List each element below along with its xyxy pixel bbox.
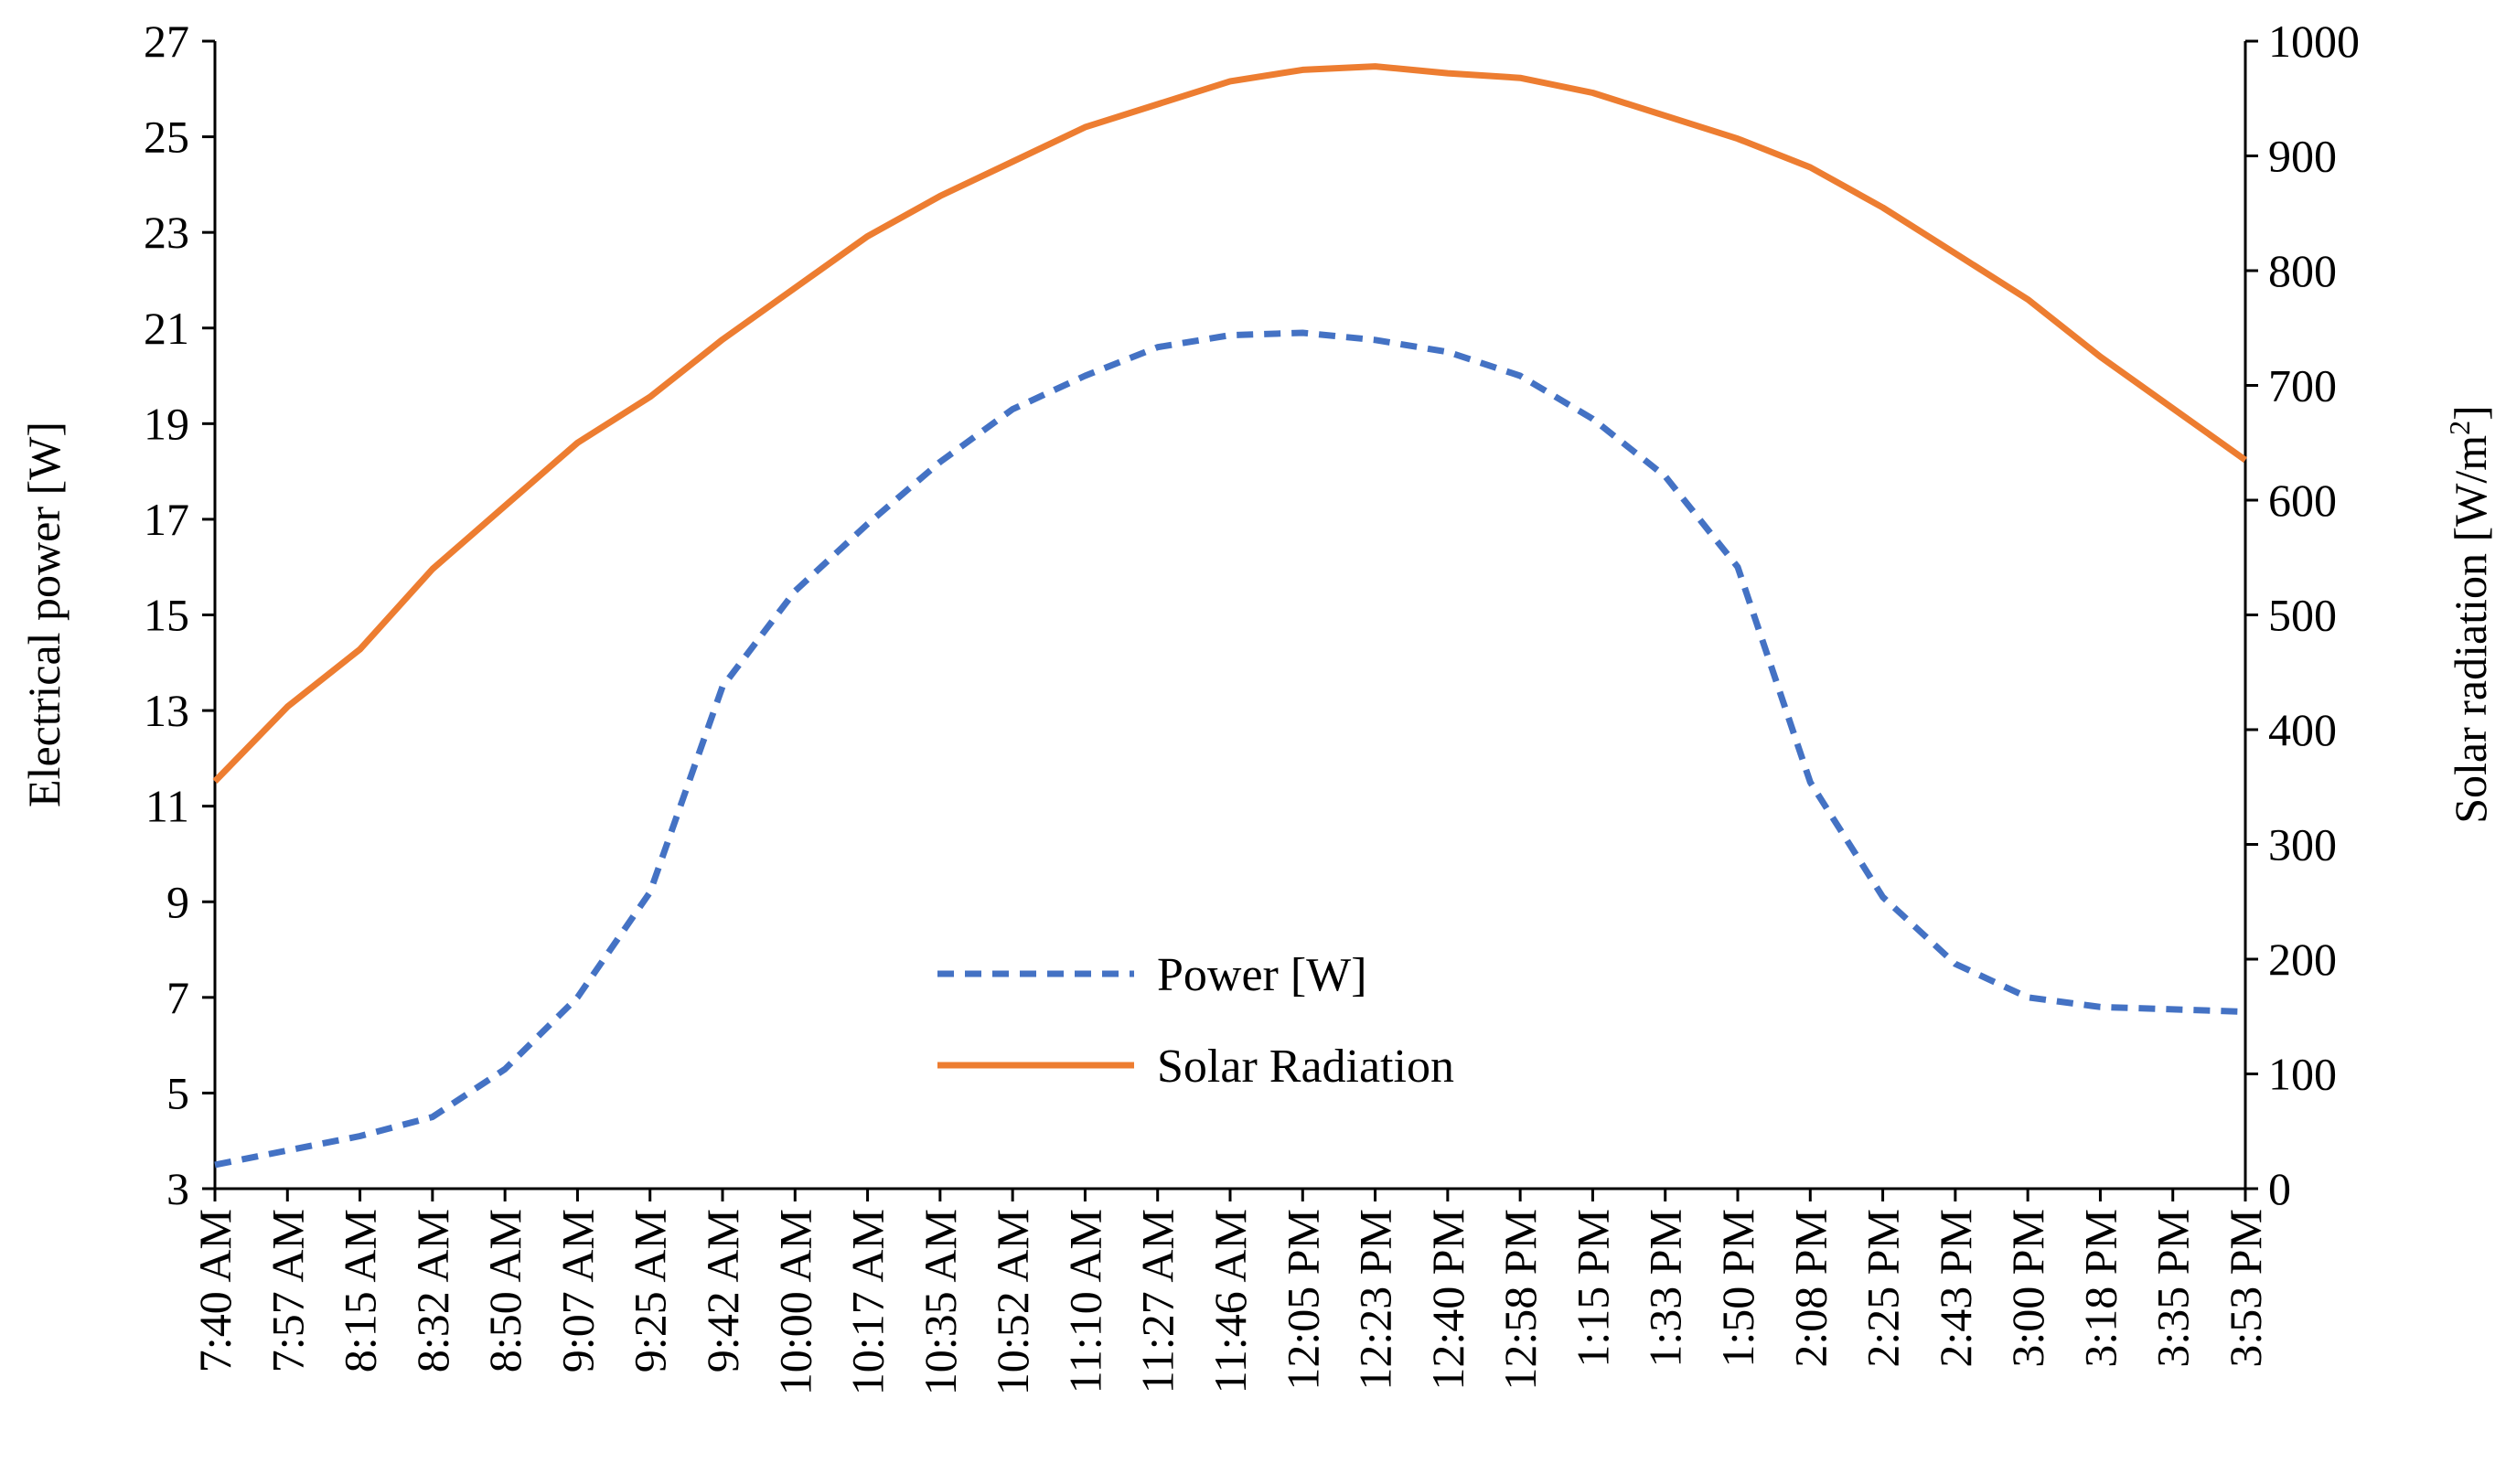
x-tick-label: 8:32 AM: [407, 1209, 458, 1372]
x-tick-label: 2:08 PM: [1784, 1209, 1836, 1368]
legend-label-solar-radiation: Solar Radiation: [1157, 1041, 1454, 1093]
right-y-tick-label: 900: [2268, 131, 2337, 182]
right-y-axis-ticks: 0 100 200 300 400 500 600 700 800 900 1000: [2245, 16, 2360, 1214]
left-y-tick-label: 5: [166, 1067, 189, 1118]
x-tick-label: 10:17 AM: [842, 1209, 894, 1395]
x-tick-label: 1:15 PM: [1567, 1209, 1618, 1368]
x-tick-label: 9:25 AM: [625, 1209, 676, 1372]
x-axis-ticks: 7:40 AM 7:57 AM 8:15 AM 8:32 AM 8:50 AM 9:07 …: [189, 1189, 2271, 1395]
right-y-axis-title-superscript: 2: [2443, 421, 2476, 435]
x-tick-label: 3:53 PM: [2220, 1209, 2271, 1368]
x-tick-label: 9:42 AM: [697, 1209, 748, 1372]
x-tick-label: 8:15 AM: [335, 1209, 386, 1372]
series-line-solar-radiation: [212, 63, 2248, 784]
x-tick-label: 1:50 PM: [1712, 1209, 1763, 1368]
left-y-tick-label: 11: [145, 781, 189, 832]
left-y-tick-label: 19: [144, 398, 189, 449]
left-y-tick-label: 25: [144, 112, 189, 163]
left-y-tick-label: 21: [144, 303, 189, 354]
left-y-axis-title: Electrical power [W]: [18, 422, 70, 807]
x-tick-label: 10:35 AM: [915, 1209, 966, 1395]
legend-label-power: Power [W]: [1157, 949, 1367, 1001]
x-tick-label: 11:10 AM: [1059, 1209, 1110, 1393]
right-y-tick-label: 300: [2268, 819, 2337, 870]
x-tick-label: 3:18 PM: [2074, 1209, 2126, 1368]
x-tick-label: 9:07 AM: [552, 1209, 603, 1372]
x-tick-label: 7:57 AM: [262, 1209, 313, 1372]
x-tick-label: 3:00 PM: [2002, 1209, 2053, 1368]
x-tick-label: 11:27 AM: [1132, 1209, 1183, 1393]
right-y-tick-label: 500: [2268, 590, 2337, 641]
right-y-tick-label: 600: [2268, 475, 2337, 526]
legend: Power [W] Solar Radiation: [937, 949, 1454, 1093]
left-y-tick-label: 27: [144, 16, 189, 67]
x-tick-label: 12:58 PM: [1494, 1209, 1546, 1391]
x-tick-label: 1:33 PM: [1640, 1209, 1691, 1368]
left-y-tick-label: 17: [144, 494, 189, 545]
right-y-axis-title-end: ]: [2445, 405, 2496, 421]
right-y-tick-label: 400: [2268, 704, 2337, 755]
right-y-tick-label: 0: [2268, 1163, 2291, 1214]
x-tick-label: 12:40 PM: [1422, 1209, 1473, 1391]
x-tick-label: 12:23 PM: [1350, 1209, 1401, 1391]
right-y-tick-label: 700: [2268, 360, 2337, 411]
left-y-tick-label: 7: [166, 972, 189, 1023]
x-tick-label: 12:05 PM: [1277, 1209, 1328, 1391]
right-y-tick-label: 200: [2268, 934, 2337, 985]
left-y-tick-label: 9: [166, 876, 189, 927]
right-y-tick-label: 800: [2268, 245, 2337, 296]
left-y-tick-label: 23: [144, 207, 189, 258]
right-y-axis-title-main: Solar radiation [W/m: [2445, 435, 2496, 824]
x-tick-label: 2:25 PM: [1858, 1209, 1909, 1368]
x-tick-label: 8:50 AM: [479, 1209, 530, 1372]
x-tick-label: 10:52 AM: [987, 1209, 1038, 1395]
left-y-axis-ticks: 3 5 7 9 11 13 15 17 19 21 23 25 27: [144, 16, 215, 1214]
x-tick-label: 3:35 PM: [2147, 1209, 2199, 1368]
right-y-axis-title: Solar radiation [W/m2]: [2443, 405, 2496, 824]
x-tick-label: 2:43 PM: [1930, 1209, 1981, 1368]
right-y-tick-label: 100: [2268, 1049, 2337, 1100]
right-y-tick-label: 1000: [2268, 16, 2360, 67]
left-y-tick-label: 15: [144, 590, 189, 641]
x-tick-label: 11:46 AM: [1205, 1209, 1256, 1393]
left-y-tick-label: 13: [144, 685, 189, 736]
left-y-tick-label: 3: [166, 1163, 189, 1214]
x-tick-label: 10:00 AM: [769, 1209, 820, 1395]
x-tick-label: 7:40 AM: [189, 1209, 241, 1372]
